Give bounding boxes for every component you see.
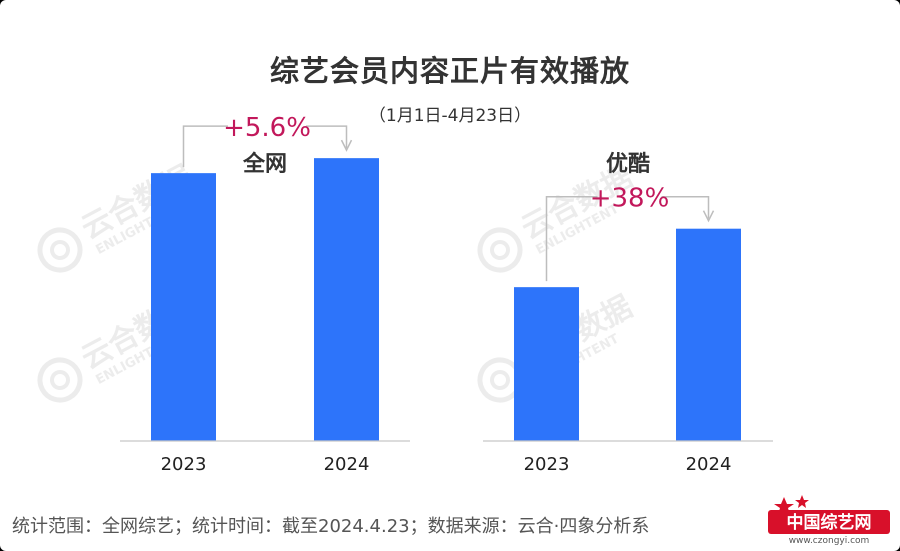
bar-2023	[151, 173, 216, 441]
panel-title: 全网	[242, 151, 287, 177]
x-tick-label: 2023	[161, 454, 207, 475]
bar-2024	[676, 228, 741, 441]
x-tick-label: 2024	[324, 454, 370, 475]
bar-2024	[314, 158, 379, 441]
bar-2023	[514, 287, 579, 441]
chart-title: 综艺会员内容正片有效播放	[269, 54, 630, 88]
change-arrowhead	[340, 139, 353, 152]
svg-text:www.czongyi.com: www.czongyi.com	[789, 536, 870, 545]
change-label: +38%	[590, 184, 670, 214]
change-connector	[545, 195, 710, 282]
svg-text:中国综艺网: 中国综艺网	[787, 512, 872, 533]
footnote: 统计范围：全网综艺；统计时间：截至2024.4.23；数据来源：云合·四象分析系	[12, 516, 650, 537]
change-label: +5.6%	[223, 113, 311, 143]
brand-logo: 中国综艺网 www.czongyi.com	[768, 495, 890, 545]
x-tick-label: 2023	[524, 454, 570, 475]
chart-subtitle: （1月1日-4月23日）	[368, 106, 532, 126]
x-tick-label: 2024	[686, 454, 732, 475]
change-connector	[182, 125, 348, 168]
change-arrowhead	[702, 210, 715, 223]
panel-title: 优酷	[606, 151, 650, 177]
